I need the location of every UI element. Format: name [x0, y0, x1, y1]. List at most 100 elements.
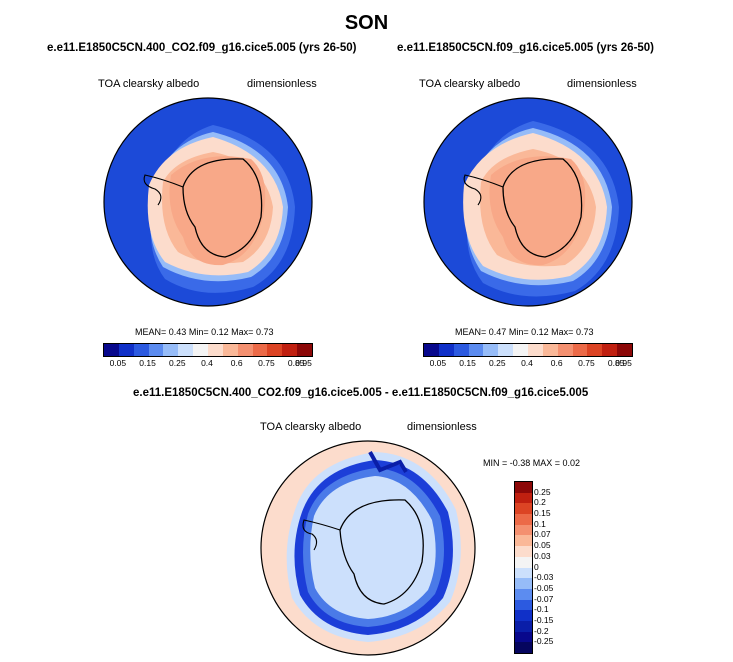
diff-case-title: e.e11.E1850C5CN.400_CO2.f09_g16.cice5.00… [133, 387, 589, 399]
diff-colorbar-tick-label: 0.03 [534, 550, 551, 561]
diff-map-boundary [260, 440, 476, 656]
diff-colorbar [514, 481, 533, 654]
diff-peninsula-coastline [302, 519, 341, 551]
panel-2-colorbar-tick-label: 0.6 [550, 358, 563, 368]
diff-colorbar-swatch [515, 610, 532, 621]
panel-1-colorbar-tick-label: 0.75 [258, 358, 275, 368]
panel-1-polar-map [103, 97, 313, 307]
diff-colorbar-tick-label: 0.05 [534, 540, 551, 551]
diff-colorbar-tick-label: -0.2 [534, 625, 549, 636]
diff-colorbar-swatch [515, 503, 532, 515]
panel-2-peninsula-coastline [463, 174, 504, 206]
panel-1-colorbar-tick-label: 0.6 [230, 358, 243, 368]
panel-2-colorbar-swatch [453, 344, 469, 356]
diff-colorbar-tick-label: 0.1 [534, 518, 546, 529]
panel-1-colorbar-tick-label: 0.05 [109, 358, 127, 368]
diff-colorbar-swatch [515, 567, 532, 579]
panel-1-colorbar-swatch [118, 344, 134, 356]
diff-colorbar-tick-label: 0.07 [534, 529, 551, 540]
diff-units-label: dimensionless [407, 421, 477, 433]
diff-colorbar-swatch [515, 631, 532, 643]
panel-1-antarctica-coastline [182, 158, 263, 258]
panel-2-colorbar-swatch [483, 344, 499, 356]
panel-1-case-title: e.e11.E1850C5CN.400_CO2.f09_g16.cice5.00… [47, 42, 357, 54]
panel-1-colorbar-swatch [148, 344, 164, 356]
diff-colorbar-tick-label: -0.07 [534, 593, 554, 604]
panel-2-colorbar-swatch [602, 344, 618, 356]
diff-colorbar-labels: 0.25 0.2 0.15 0.1 0.07 0.05 0.03 0 -0.03 -0.05 -0.… [534, 481, 574, 652]
panel-2-colorbar-swatch [587, 344, 603, 356]
panel-2-polar-map [423, 97, 633, 307]
panel-2-antarctic-plateau [489, 156, 586, 266]
panel-1-colorbar-tick-label: 0.85 [287, 358, 305, 368]
panel-2-min-label: Min= [508, 327, 529, 337]
panel-1-colorbar-tick-label: 0.25 [169, 358, 186, 368]
figure-title: SON [344, 12, 389, 34]
diff-colorbar-swatch [515, 642, 532, 653]
panel-2-variable-label: TOA clearsky albedo [419, 78, 521, 90]
panel-1-colorbar-tick-label: 0.4 [201, 358, 213, 368]
panel-1-colorbar-swatch [104, 344, 119, 356]
diff-antarctica-coastline [339, 499, 424, 605]
diff-colorbar-swatch [515, 535, 532, 547]
panel-2-colorbar-tick-label: 0.95 [615, 358, 632, 368]
diff-local-minimum-patch [368, 451, 408, 474]
panel-1-mean-label: MEAN= [135, 327, 167, 337]
panel-1-variable-label: TOA clearsky albedo [98, 78, 200, 90]
diff-colorbar-swatch [515, 546, 532, 557]
panel-2-mean-label: MEAN= [455, 327, 487, 337]
diff-polar-map [260, 440, 476, 656]
panel-1-colorbar-swatch [222, 344, 238, 356]
diff-colorbar-tick-label: -0.1 [534, 604, 549, 615]
panel-2-colorbar-swatch [528, 344, 543, 356]
panel-1-colorbar-tick-label: 0.95 [295, 358, 312, 368]
diff-colorbar-swatch [515, 492, 532, 504]
panel-2-colorbar-tick-label: 0.75 [578, 358, 595, 368]
diff-colorbar-tick-label: 0 [534, 561, 539, 572]
panel-2-units-label: dimensionless [567, 78, 637, 90]
panel-1-colorbar-swatch [163, 344, 179, 356]
diff-colorbar-tick-label: -0.15 [534, 614, 554, 625]
panel-2-colorbar-swatch [572, 344, 588, 356]
panel-2-mean-value: 0.47 [488, 327, 507, 337]
diff-colorbar-swatch [515, 620, 532, 632]
diff-continent-field [310, 476, 436, 619]
panel-1-colorbar-swatch [208, 344, 223, 356]
panel-1-colorbar-swatch [178, 344, 194, 356]
panel-1-colorbar-swatch [267, 344, 283, 356]
diff-colorbar-tick-label: -0.25 [534, 636, 554, 647]
diff-variable-label: TOA clearsky albedo [260, 421, 362, 433]
panel-1-units-label: dimensionless [247, 78, 317, 90]
panel-2-colorbar-swatch [557, 344, 573, 356]
panel-1-peninsula-coastline [143, 174, 184, 206]
panel-2-colorbar-tick-label: 0.15 [459, 358, 476, 368]
panel-2-max-label: Max= [551, 327, 574, 337]
panel-1-antarctic-plateau [169, 156, 266, 266]
diff-colorbar-swatch [515, 482, 532, 493]
diff-colorbar-swatch [515, 556, 532, 568]
panel-1-min-value: 0.12 [211, 327, 229, 337]
panel-2-case-title: e.e11.E1850C5CN.f09_g16.cice5.005 (yrs 2… [397, 42, 655, 54]
panel-1-max-value: 0.73 [255, 327, 274, 337]
panel-2-colorbar-swatch [498, 344, 514, 356]
panel-1-colorbar-swatch [237, 344, 253, 356]
panel-1-colorbar-swatch [252, 344, 268, 356]
panel-2-colorbar-tick-label: 0.25 [489, 358, 506, 368]
panel-1-colorbar-swatch [282, 344, 298, 356]
panel-1-colorbar-tick-label: 0.15 [139, 358, 156, 368]
diff-colorbar-swatch [515, 588, 532, 600]
panel-2-colorbar-swatch [617, 344, 633, 356]
panel-2-colorbar-tick-label: 0.4 [521, 358, 533, 368]
panel-2-antarctica-coastline [502, 158, 583, 258]
panel-1-colorbar-swatch [193, 344, 209, 356]
diff-colorbar-swatch [515, 514, 532, 525]
diff-min-max-label: MIN = -0.38 MAX = 0.02 [483, 458, 581, 468]
panel-1-colorbar-labels: 0.05 0.15 0.25 0.4 0.6 0.75 0.85 0.95 [103, 358, 312, 370]
panel-2-colorbar-tick-label: 0.05 [429, 358, 447, 368]
diff-colorbar-tick-label: -0.05 [534, 582, 554, 593]
diff-colorbar-tick-label: 0.2 [534, 497, 546, 508]
diff-colorbar-swatch [515, 599, 532, 611]
panel-1-colorbar-swatch [297, 344, 313, 356]
panel-1-max-label: Max= [231, 327, 254, 337]
panel-2-min-value: 0.12 [531, 327, 549, 337]
